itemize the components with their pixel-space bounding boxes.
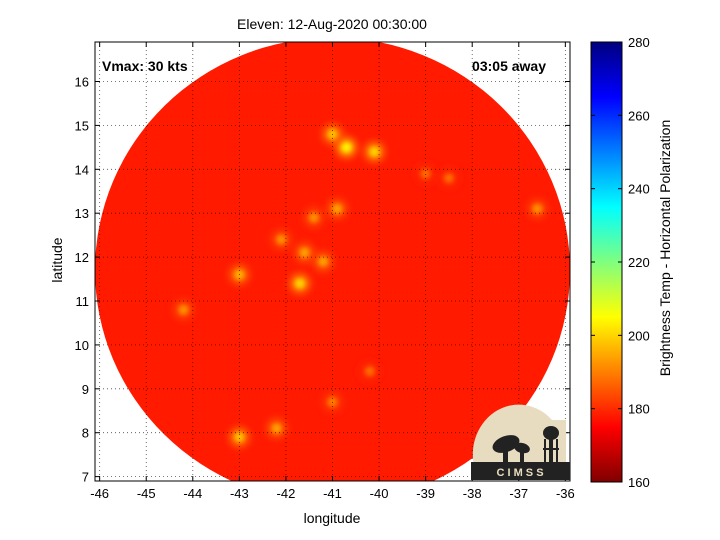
colorbar-tick-label: 160 xyxy=(628,475,650,490)
y-axis-ticks: 7 8 9 10 11 12 13 14 15 16 xyxy=(75,75,570,485)
y-tick-label: 13 xyxy=(75,206,89,221)
x-tick-label: -43 xyxy=(230,486,249,501)
colorbar-ticks: 160 180 200 220 240 260 280 xyxy=(591,35,650,490)
colorbar-label: Brightness Temp - Horizontal Polarizatio… xyxy=(657,120,673,377)
colorbar-tick-label: 240 xyxy=(628,182,650,197)
cloud-feature-core xyxy=(299,247,310,258)
y-tick-label: 14 xyxy=(75,162,89,177)
cloud-feature-core xyxy=(318,256,329,267)
x-tick-label: -36 xyxy=(556,486,575,501)
cloud-feature-core xyxy=(420,168,431,179)
x-tick-label: -41 xyxy=(323,486,342,501)
colorbar xyxy=(590,41,623,483)
y-tick-label: 7 xyxy=(82,470,89,485)
colorbar-tick-label: 260 xyxy=(628,108,650,123)
cloud-feature-core xyxy=(532,203,543,214)
cloud-feature-core xyxy=(276,234,287,245)
x-axis-label: longitude xyxy=(304,510,361,526)
cloud-feature-core xyxy=(234,432,245,443)
y-tick-label: 9 xyxy=(82,382,89,397)
colorbar-tick-label: 280 xyxy=(628,35,650,50)
cimss-logo: C I M S S xyxy=(471,404,570,480)
logo-banner xyxy=(471,462,570,480)
x-tick-label: -38 xyxy=(463,486,482,501)
cloud-feature-core xyxy=(369,146,380,157)
colorbar-tick-label: 220 xyxy=(628,255,650,270)
cloud-feature-core xyxy=(294,278,305,289)
cloud-feature-core xyxy=(332,203,343,214)
water-tower-icon xyxy=(543,426,559,462)
y-tick-label: 16 xyxy=(75,75,89,90)
time-away-annotation: 03:05 away xyxy=(472,58,546,74)
cloud-feature-core xyxy=(364,366,375,377)
cloud-feature-core xyxy=(327,396,338,407)
cloud-feature-core xyxy=(271,423,282,434)
y-tick-label: 15 xyxy=(75,118,89,133)
x-tick-label: -39 xyxy=(416,486,435,501)
cloud-feature-core xyxy=(308,212,319,223)
x-tick-label: -44 xyxy=(183,486,202,501)
x-tick-label: -45 xyxy=(137,486,156,501)
x-axis-ticks: -46 -45 -44 -43 -42 -41 -40 -39 -38 -37 -36 xyxy=(90,42,575,501)
vmax-annotation: Vmax: 30 kts xyxy=(102,58,188,74)
cloud-feature-core xyxy=(443,173,454,184)
x-tick-label: -42 xyxy=(277,486,296,501)
satellite-dish-icon xyxy=(492,435,530,462)
y-tick-label: 10 xyxy=(75,338,89,353)
y-axis-label: latitude xyxy=(49,237,65,282)
x-tick-label: -46 xyxy=(90,486,109,501)
cloud-feature-core xyxy=(341,142,352,153)
chart-title: Eleven: 12-Aug-2020 00:30:00 xyxy=(237,16,427,32)
y-tick-label: 8 xyxy=(82,426,89,441)
cloud-feature-core xyxy=(178,304,189,315)
y-tick-label: 11 xyxy=(76,294,90,309)
x-tick-label: -37 xyxy=(509,486,528,501)
logo-text: C I M S S xyxy=(496,467,543,479)
swath-layer xyxy=(95,42,570,481)
colorbar-tick-label: 180 xyxy=(628,402,650,417)
y-tick-label: 12 xyxy=(75,250,89,265)
x-tick-label: -40 xyxy=(370,486,389,501)
colorbar-tick-label: 200 xyxy=(628,328,650,343)
swath-features xyxy=(173,124,548,448)
